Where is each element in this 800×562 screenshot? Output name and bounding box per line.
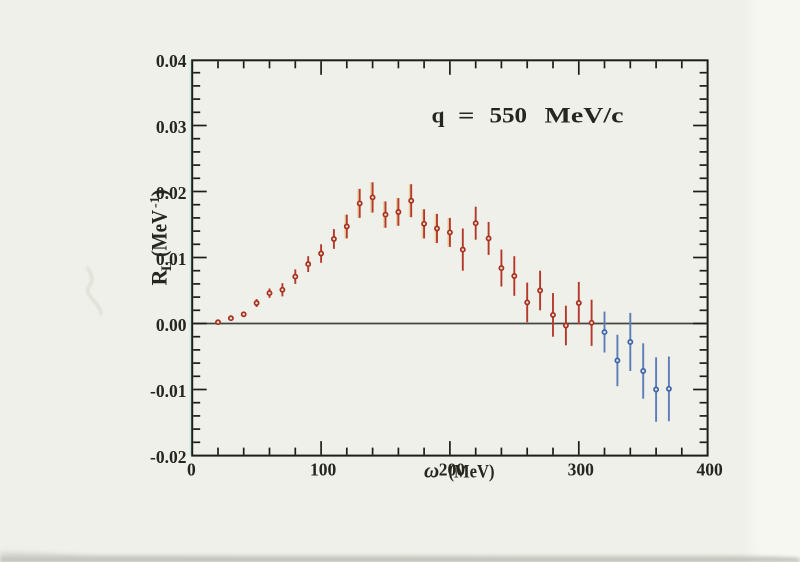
svg-text:0.01: 0.01 xyxy=(156,249,187,269)
svg-text:ω(MeV): ω (MeV) xyxy=(424,458,495,482)
svg-text:100: 100 xyxy=(310,460,337,480)
svg-text:0.03: 0.03 xyxy=(156,117,187,137)
svg-text:-0.02: -0.02 xyxy=(150,447,186,467)
svg-text:0: 0 xyxy=(187,460,196,480)
svg-text:0.00: 0.00 xyxy=(156,315,187,335)
svg-text:RL(MeV-1): RL(MeV-1) xyxy=(147,189,176,285)
svg-text:300: 300 xyxy=(568,460,595,480)
svg-text:400: 400 xyxy=(696,460,723,480)
svg-text:200: 200 xyxy=(439,460,466,480)
svg-text:0.04: 0.04 xyxy=(156,51,187,71)
svg-text:0.02: 0.02 xyxy=(156,183,187,203)
svg-text:-0.01: -0.01 xyxy=(150,381,186,401)
